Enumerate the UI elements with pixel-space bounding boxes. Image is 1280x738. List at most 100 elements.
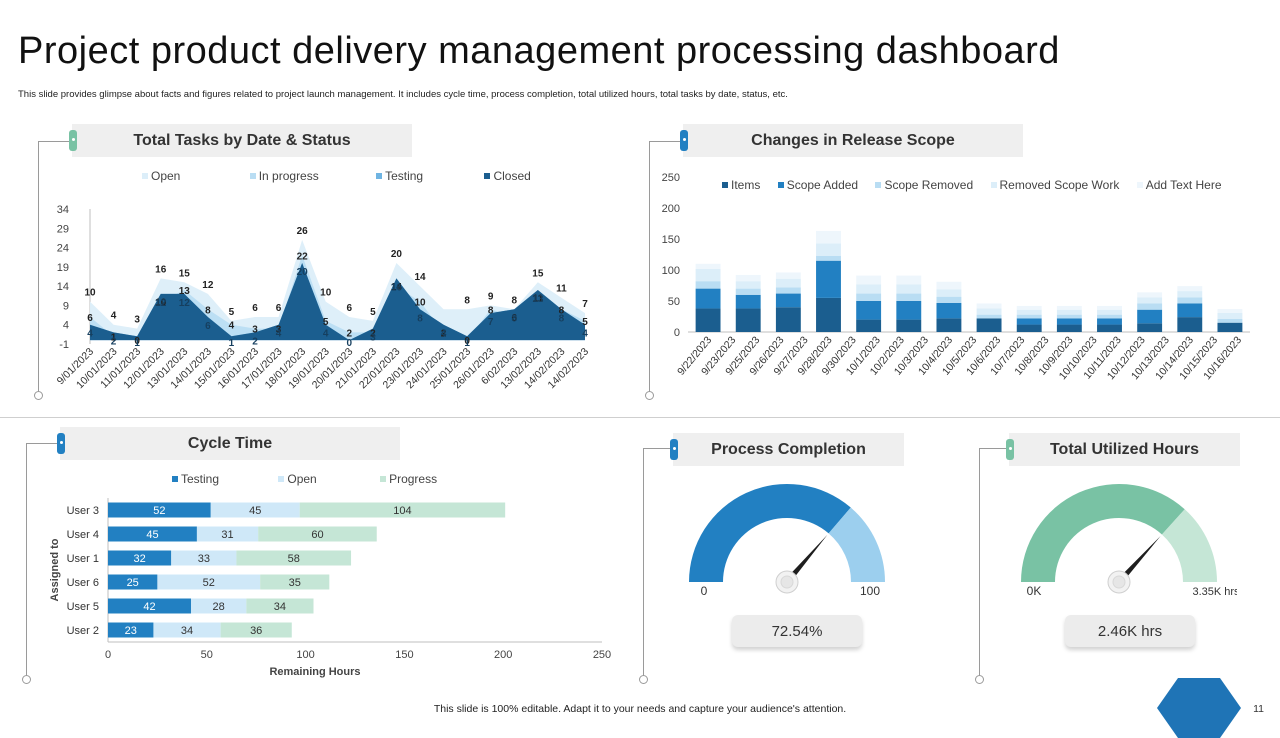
tasks-data-label: 12 — [179, 298, 191, 309]
cycle-bar-label: 45 — [249, 505, 261, 517]
legend-item-scope-added: Scope Added — [777, 178, 858, 192]
tasks-data-label: 10 — [155, 298, 167, 309]
tasks-data-label: 8 — [559, 305, 565, 316]
process-gauge-remainder — [828, 507, 885, 582]
scope-bar-segment — [896, 293, 922, 301]
scope-bar-segment — [936, 281, 962, 290]
tasks-data-label: 6 — [276, 303, 282, 314]
scope-bar-segment — [695, 288, 721, 309]
scope-bar-segment — [1177, 286, 1203, 292]
legend-item-items: Items — [722, 178, 760, 192]
scope-bar-segment — [976, 318, 1002, 332]
legend-item-testing: Testing — [376, 169, 423, 183]
tasks-data-label: 10 — [320, 288, 332, 299]
process-completion-value: 72.54% — [732, 615, 862, 647]
scope-bar-segment — [1177, 303, 1203, 318]
scope-bar-segment — [1177, 297, 1203, 304]
legend-item-scope-removed: Scope Removed — [875, 178, 973, 192]
tasks-data-label: 0 — [347, 338, 353, 349]
decorative-hexagon — [1157, 678, 1241, 738]
tasks-data-label: 2 — [347, 328, 353, 339]
scope-panel-title: Changes in Release Scope — [751, 131, 955, 149]
cycle-bar-segment — [108, 574, 158, 590]
cycle-bar-segment — [108, 550, 172, 566]
hours-tab-marker — [1006, 439, 1014, 460]
cycle-y-tick: User 5 — [67, 601, 99, 613]
cycle-bar-label: 58 — [288, 553, 300, 565]
cycle-y-tick: User 2 — [67, 625, 99, 637]
tasks-data-label: 20 — [297, 267, 309, 278]
cycle-bar-label: 25 — [127, 577, 139, 589]
process-gauge-hub-inner — [780, 575, 794, 589]
tasks-data-label: 8 — [464, 295, 470, 306]
page-subtitle: This slide provides glimpse about facts … — [18, 89, 788, 100]
scope-tab-marker — [680, 130, 688, 151]
tasks-data-label: 9 — [488, 291, 494, 302]
scope-bar-segment — [775, 293, 801, 308]
scope-bar-segment — [1217, 312, 1243, 319]
tasks-connector — [38, 141, 73, 394]
scope-y-tick: 50 — [668, 296, 680, 308]
cycle-bar-label: 33 — [198, 553, 210, 565]
tasks-data-label: 13 — [532, 294, 544, 305]
scope-bar-segment — [695, 308, 721, 332]
tasks-data-label: 6 — [347, 303, 353, 314]
scope-bar-segment — [1056, 305, 1082, 310]
cycle-bar-label: 42 — [143, 601, 155, 613]
scope-bar-segment — [976, 314, 1002, 319]
scope-bar-segment — [735, 308, 761, 332]
scope-bar-segment — [856, 275, 882, 285]
cycle-bar-segment — [108, 526, 197, 542]
cycle-bar-label: 60 — [311, 529, 323, 541]
scope-bar-segment — [1217, 318, 1243, 323]
footer-note: This slide is 100% editable. Adapt it to… — [433, 703, 847, 715]
tasks-data-label: 1 — [134, 338, 140, 349]
process-completion-gauge: 0 100 — [689, 484, 885, 598]
cycle-y-tick: User 1 — [67, 553, 99, 565]
cycle-bar-segment — [108, 622, 154, 638]
cycle-panel-title: Cycle Time — [187, 434, 273, 452]
tasks-data-label: 1 — [111, 332, 117, 343]
cycle-bar-label: 34 — [181, 625, 193, 637]
cycle-bar-label: 45 — [146, 529, 158, 541]
cycle-bar-segment — [246, 598, 314, 614]
tasks-data-label: 3 — [276, 325, 282, 336]
tasks-data-label: 7 — [582, 299, 588, 310]
scope-bar-segment — [775, 278, 801, 288]
tasks-data-label: 5 — [370, 307, 376, 318]
tasks-area-chart: 342924191494-110644123011610121513121286… — [55, 204, 592, 391]
hours-panel-title: Total Utilized Hours — [1049, 440, 1200, 458]
tasks-data-label: 4 — [276, 329, 282, 340]
scope-bar-segment — [1056, 314, 1082, 319]
cycle-connector — [26, 443, 61, 677]
tasks-data-label: 11 — [533, 294, 544, 305]
legend-item-removed-scope-work: Removed Scope Work — [990, 178, 1119, 192]
cycle-y-tick: User 3 — [67, 505, 99, 517]
scope-bar-segment — [896, 284, 922, 294]
tasks-series-in-progress — [90, 255, 585, 341]
cycle-bar-segment — [260, 574, 330, 590]
scope-bar-segment — [735, 288, 761, 295]
tasks-y-tick: 9 — [63, 300, 69, 312]
scope-bar-segment — [695, 281, 721, 289]
cycle-x-label: Remaining Hours — [269, 666, 360, 678]
page-number: 11 — [1253, 703, 1264, 715]
scope-bar-segment — [816, 255, 841, 261]
tasks-panel-header: Total Tasks by Date & Status — [69, 124, 412, 157]
scope-bar-segment — [1097, 305, 1122, 310]
scope-connector — [649, 141, 684, 394]
tasks-data-label: 13 — [179, 286, 191, 297]
tasks-data-label: 4 — [87, 329, 93, 340]
tasks-data-label: 26 — [297, 226, 309, 237]
hours-gauge-max: 3.35K hrs — [1192, 586, 1237, 598]
tasks-data-label: 8 — [512, 295, 518, 306]
scope-bar-segment — [775, 287, 801, 294]
cycle-connector-dot — [22, 675, 31, 684]
cycle-bar-label: 35 — [289, 577, 301, 589]
tasks-y-tick: 14 — [57, 281, 69, 293]
tasks-data-label: 12 — [155, 298, 167, 309]
scope-bar-segment — [936, 302, 962, 319]
scope-bar-segment — [896, 301, 922, 320]
hours-gauge-remainder — [1161, 509, 1217, 582]
tasks-data-label: 20 — [391, 249, 403, 260]
